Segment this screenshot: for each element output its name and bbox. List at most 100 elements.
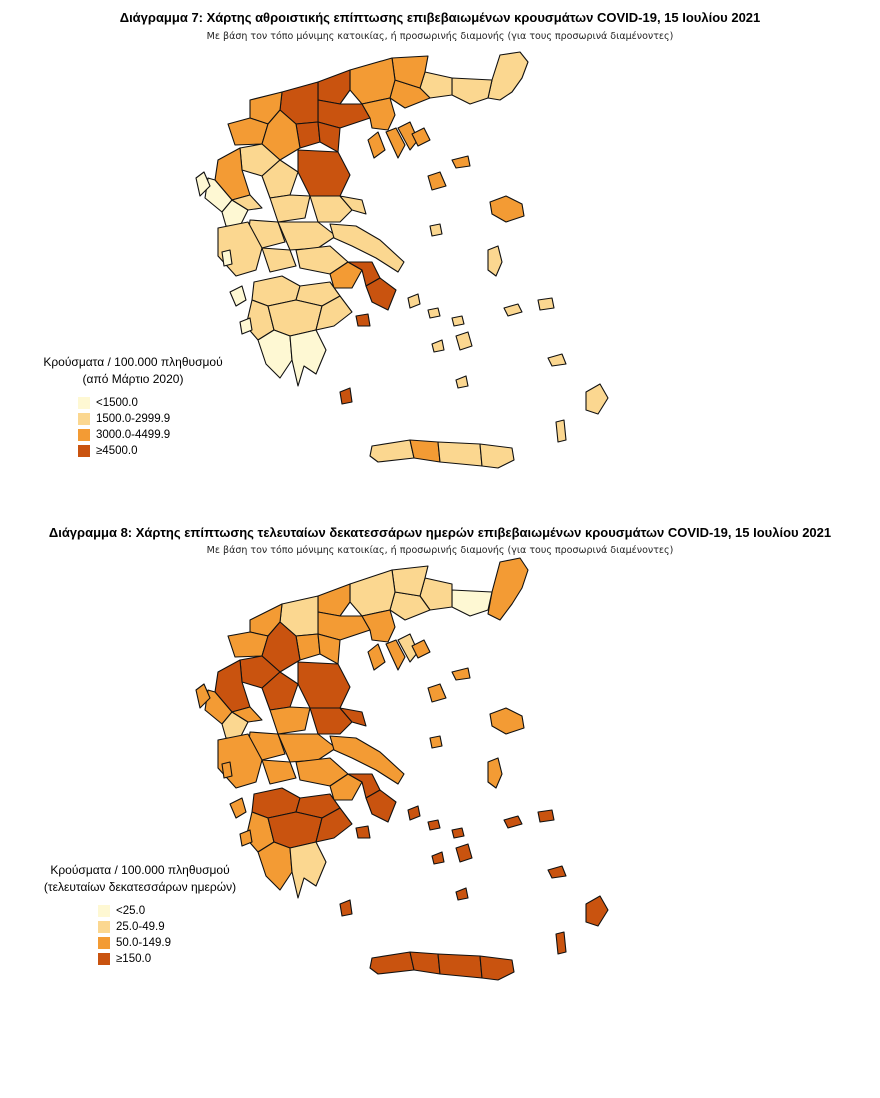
region-thasos (411, 127, 431, 147)
legend-label: 50.0-149.9 (116, 937, 171, 949)
chart8-legend-item: 25.0-49.9 (98, 919, 260, 935)
region-andros (407, 805, 421, 821)
legend-label: ≥4500.0 (96, 445, 138, 457)
region-serres (349, 569, 396, 617)
chart8-title: Διάγραμμα 8: Χάρτης επίπτωσης τελευταίων… (48, 525, 832, 540)
region-chalkidiki (361, 609, 396, 643)
region-samos (537, 809, 555, 823)
region-naxos (455, 331, 473, 351)
region-chania (369, 951, 415, 975)
region-lakonia (289, 329, 327, 387)
region-attica-central (365, 789, 397, 823)
region-karditsa (269, 706, 311, 735)
region-arta (231, 194, 263, 211)
region-chalkidiki-leg1 (367, 643, 386, 671)
chart8-legend-title: Κρούσματα / 100.000 πληθυσμού (50, 863, 230, 877)
region-chalkidiki-leg1 (367, 131, 386, 159)
region-santorini (455, 887, 469, 901)
chart8-subtitle: Με βάση τον τόπο μόνιμης κατοικίας, ή πρ… (206, 545, 674, 556)
region-evia (329, 223, 405, 273)
region-rodopi (451, 589, 493, 617)
region-tinos (427, 819, 441, 831)
region-chios (487, 245, 503, 277)
chart8-mainland (204, 557, 529, 899)
region-corfu (195, 683, 211, 709)
region-rethymno (409, 951, 441, 975)
region-kefalonia (229, 797, 247, 819)
region-corfu (195, 171, 211, 197)
chart7-islands (195, 127, 609, 469)
region-fthiotida (277, 221, 337, 251)
region-larisa (297, 661, 351, 709)
region-argolida (315, 807, 353, 843)
region-magnesia (309, 707, 353, 735)
region-karditsa (269, 194, 311, 223)
region-lasithi (479, 955, 515, 981)
region-attica-west (329, 773, 363, 801)
region-tinos (427, 307, 441, 319)
region-argolida (315, 295, 353, 331)
region-rhodes (585, 383, 609, 415)
region-ikaria (503, 815, 523, 829)
legend-swatch (98, 953, 110, 965)
legend-label: 25.0-49.9 (116, 921, 165, 933)
region-andros (407, 293, 421, 309)
region-kilkis (317, 583, 351, 617)
region-arta (231, 706, 263, 723)
region-mykonos (451, 315, 465, 327)
chart8-islands (195, 639, 609, 981)
region-lefkada (221, 761, 233, 779)
chart7-map (195, 51, 609, 469)
region-kythira (339, 899, 353, 917)
legend-label: ≥150.0 (116, 953, 152, 965)
region-paros (431, 339, 445, 353)
region-lakonia (289, 841, 327, 899)
region-fokida (261, 759, 297, 785)
region-fokida (261, 247, 297, 273)
region-messinia (257, 329, 293, 379)
chart7-mainland (204, 51, 529, 387)
region-karpathos (555, 419, 567, 443)
region-lasithi (479, 443, 515, 469)
region-samos (537, 297, 555, 311)
region-evros (487, 557, 529, 621)
region-evia (329, 735, 405, 785)
region-kastoria (227, 631, 269, 658)
region-heraklion (437, 441, 483, 467)
chart8-legend-subtitle: (τελευταίων δεκατεσσάρων ημερών) (43, 880, 237, 894)
region-evros (487, 51, 529, 101)
chart7-legend-item: <1500.0 (78, 395, 246, 411)
chart8-legend-item: 50.0-149.9 (98, 935, 260, 951)
chart8-legend-item: ≥150.0 (98, 951, 260, 967)
region-larisa (297, 149, 351, 197)
region-chalkidiki-leg2 (385, 127, 406, 159)
region-kefalonia (229, 285, 247, 307)
legend-swatch (98, 905, 110, 917)
legend-label: 1500.0-2999.9 (96, 413, 171, 425)
legend-swatch (78, 397, 90, 409)
region-rodopi (451, 77, 493, 105)
region-trikala (261, 671, 299, 711)
region-kythira (339, 387, 353, 405)
region-chios (487, 757, 503, 789)
region-skyros (429, 223, 443, 237)
region-rethymno (409, 439, 441, 463)
region-chalkidiki (361, 97, 396, 131)
region-skyros (429, 735, 443, 749)
chart8-legend-item: <25.0 (98, 903, 260, 919)
legend-swatch (98, 937, 110, 949)
region-limnos (427, 171, 447, 191)
chart7-legend-subtitle: (από Μάρτιο 2020) (82, 372, 184, 386)
legend-swatch (78, 429, 90, 441)
region-trikala (261, 159, 299, 199)
legend-swatch (78, 445, 90, 457)
region-attica-central (365, 277, 397, 311)
region-ikaria (503, 303, 523, 317)
region-magnesia (309, 195, 353, 223)
region-rhodes (585, 895, 609, 927)
region-kos (547, 353, 567, 367)
region-limnos (427, 683, 447, 703)
legend-label: <1500.0 (96, 397, 138, 409)
chart7-subtitle: Με βάση τον τόπο μόνιμης κατοικίας, ή πρ… (206, 31, 674, 42)
region-thasos (411, 639, 431, 659)
